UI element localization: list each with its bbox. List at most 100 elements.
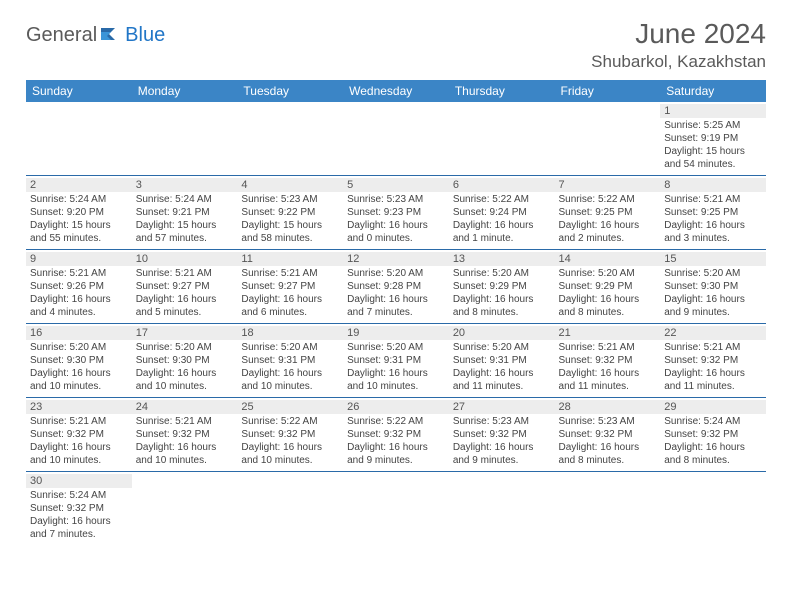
calendar-cell: 27Sunrise: 5:23 AMSunset: 9:32 PMDayligh… (449, 398, 555, 472)
logo-text-blue: Blue (125, 24, 165, 47)
day-info: Sunrise: 5:22 AMSunset: 9:25 PMDaylight:… (559, 193, 657, 245)
day-number: 22 (660, 326, 766, 340)
day-info: Sunrise: 5:20 AMSunset: 9:30 PMDaylight:… (30, 341, 128, 393)
calendar-cell (237, 472, 343, 546)
day-info: Sunrise: 5:21 AMSunset: 9:32 PMDaylight:… (30, 415, 128, 467)
day-number: 28 (555, 400, 661, 414)
day-number: 9 (26, 252, 132, 266)
day-info: Sunrise: 5:24 AMSunset: 9:21 PMDaylight:… (136, 193, 234, 245)
calendar-cell: 28Sunrise: 5:23 AMSunset: 9:32 PMDayligh… (555, 398, 661, 472)
weekday-header: Saturday (660, 80, 766, 102)
day-info: Sunrise: 5:20 AMSunset: 9:30 PMDaylight:… (664, 267, 762, 319)
calendar-cell: 13Sunrise: 5:20 AMSunset: 9:29 PMDayligh… (449, 250, 555, 324)
calendar-cell: 30Sunrise: 5:24 AMSunset: 9:32 PMDayligh… (26, 472, 132, 546)
day-number: 14 (555, 252, 661, 266)
day-number: 29 (660, 400, 766, 414)
calendar-cell: 18Sunrise: 5:20 AMSunset: 9:31 PMDayligh… (237, 324, 343, 398)
day-number: 3 (132, 178, 238, 192)
day-info: Sunrise: 5:21 AMSunset: 9:27 PMDaylight:… (241, 267, 339, 319)
calendar-cell: 14Sunrise: 5:20 AMSunset: 9:29 PMDayligh… (555, 250, 661, 324)
calendar-cell: 22Sunrise: 5:21 AMSunset: 9:32 PMDayligh… (660, 324, 766, 398)
calendar-cell: 19Sunrise: 5:20 AMSunset: 9:31 PMDayligh… (343, 324, 449, 398)
day-info: Sunrise: 5:20 AMSunset: 9:31 PMDaylight:… (347, 341, 445, 393)
day-number: 4 (237, 178, 343, 192)
day-number: 2 (26, 178, 132, 192)
day-info: Sunrise: 5:25 AMSunset: 9:19 PMDaylight:… (664, 119, 762, 171)
calendar-cell: 9Sunrise: 5:21 AMSunset: 9:26 PMDaylight… (26, 250, 132, 324)
day-number: 23 (26, 400, 132, 414)
calendar-cell: . (26, 102, 132, 176)
day-info: Sunrise: 5:21 AMSunset: 9:27 PMDaylight:… (136, 267, 234, 319)
calendar-table: SundayMondayTuesdayWednesdayThursdayFrid… (26, 80, 766, 545)
day-number: 27 (449, 400, 555, 414)
day-info: Sunrise: 5:21 AMSunset: 9:32 PMDaylight:… (559, 341, 657, 393)
location: Shubarkol, Kazakhstan (591, 52, 766, 72)
day-info: Sunrise: 5:21 AMSunset: 9:32 PMDaylight:… (664, 341, 762, 393)
weekday-header: Thursday (449, 80, 555, 102)
calendar-cell: 10Sunrise: 5:21 AMSunset: 9:27 PMDayligh… (132, 250, 238, 324)
day-number: 25 (237, 400, 343, 414)
calendar-cell (343, 472, 449, 546)
day-info: Sunrise: 5:24 AMSunset: 9:32 PMDaylight:… (30, 489, 128, 541)
weekday-header: Monday (132, 80, 238, 102)
calendar-cell: 7Sunrise: 5:22 AMSunset: 9:25 PMDaylight… (555, 176, 661, 250)
logo-text-general: General (26, 24, 97, 47)
day-number: 17 (132, 326, 238, 340)
calendar-cell (132, 472, 238, 546)
day-info: Sunrise: 5:23 AMSunset: 9:32 PMDaylight:… (453, 415, 551, 467)
calendar-cell: 20Sunrise: 5:20 AMSunset: 9:31 PMDayligh… (449, 324, 555, 398)
calendar-row: 16Sunrise: 5:20 AMSunset: 9:30 PMDayligh… (26, 324, 766, 398)
day-number: 12 (343, 252, 449, 266)
day-info: Sunrise: 5:20 AMSunset: 9:29 PMDaylight:… (453, 267, 551, 319)
day-number: 5 (343, 178, 449, 192)
calendar-cell: 11Sunrise: 5:21 AMSunset: 9:27 PMDayligh… (237, 250, 343, 324)
calendar-cell: 4Sunrise: 5:23 AMSunset: 9:22 PMDaylight… (237, 176, 343, 250)
day-number: 20 (449, 326, 555, 340)
calendar-cell: . (132, 102, 238, 176)
calendar-cell: 6Sunrise: 5:22 AMSunset: 9:24 PMDaylight… (449, 176, 555, 250)
day-info: Sunrise: 5:21 AMSunset: 9:25 PMDaylight:… (664, 193, 762, 245)
day-number: 11 (237, 252, 343, 266)
day-info: Sunrise: 5:24 AMSunset: 9:32 PMDaylight:… (664, 415, 762, 467)
day-info: Sunrise: 5:22 AMSunset: 9:32 PMDaylight:… (347, 415, 445, 467)
calendar-cell: . (555, 102, 661, 176)
header: General Blue June 2024 Shubarkol, Kazakh… (26, 18, 766, 72)
calendar-cell: 24Sunrise: 5:21 AMSunset: 9:32 PMDayligh… (132, 398, 238, 472)
day-number: 6 (449, 178, 555, 192)
day-info: Sunrise: 5:22 AMSunset: 9:32 PMDaylight:… (241, 415, 339, 467)
day-info: Sunrise: 5:23 AMSunset: 9:22 PMDaylight:… (241, 193, 339, 245)
day-info: Sunrise: 5:21 AMSunset: 9:26 PMDaylight:… (30, 267, 128, 319)
day-info: Sunrise: 5:23 AMSunset: 9:32 PMDaylight:… (559, 415, 657, 467)
calendar-row: ......1Sunrise: 5:25 AMSunset: 9:19 PMDa… (26, 102, 766, 176)
calendar-cell: 21Sunrise: 5:21 AMSunset: 9:32 PMDayligh… (555, 324, 661, 398)
weekday-header: Friday (555, 80, 661, 102)
calendar-cell (449, 472, 555, 546)
day-number: 7 (555, 178, 661, 192)
flag-icon (101, 26, 123, 42)
day-number: 1 (660, 104, 766, 118)
month-title: June 2024 (591, 18, 766, 50)
calendar-row: 9Sunrise: 5:21 AMSunset: 9:26 PMDaylight… (26, 250, 766, 324)
calendar-cell (660, 472, 766, 546)
day-info: Sunrise: 5:20 AMSunset: 9:31 PMDaylight:… (241, 341, 339, 393)
day-number: 13 (449, 252, 555, 266)
day-number: 15 (660, 252, 766, 266)
calendar-cell: . (343, 102, 449, 176)
day-info: Sunrise: 5:24 AMSunset: 9:20 PMDaylight:… (30, 193, 128, 245)
day-info: Sunrise: 5:20 AMSunset: 9:28 PMDaylight:… (347, 267, 445, 319)
calendar-cell: . (449, 102, 555, 176)
calendar-row: 23Sunrise: 5:21 AMSunset: 9:32 PMDayligh… (26, 398, 766, 472)
calendar-cell: 16Sunrise: 5:20 AMSunset: 9:30 PMDayligh… (26, 324, 132, 398)
calendar-cell: 25Sunrise: 5:22 AMSunset: 9:32 PMDayligh… (237, 398, 343, 472)
calendar-cell: 1Sunrise: 5:25 AMSunset: 9:19 PMDaylight… (660, 102, 766, 176)
day-number: 16 (26, 326, 132, 340)
calendar-cell: 23Sunrise: 5:21 AMSunset: 9:32 PMDayligh… (26, 398, 132, 472)
day-number: 26 (343, 400, 449, 414)
day-number: 30 (26, 474, 132, 488)
day-number: 24 (132, 400, 238, 414)
logo: General Blue (26, 24, 165, 47)
calendar-cell: 3Sunrise: 5:24 AMSunset: 9:21 PMDaylight… (132, 176, 238, 250)
day-number: 19 (343, 326, 449, 340)
day-info: Sunrise: 5:20 AMSunset: 9:31 PMDaylight:… (453, 341, 551, 393)
day-info: Sunrise: 5:21 AMSunset: 9:32 PMDaylight:… (136, 415, 234, 467)
